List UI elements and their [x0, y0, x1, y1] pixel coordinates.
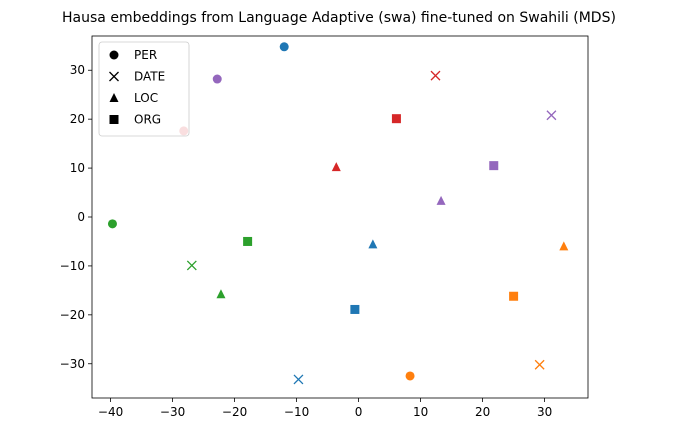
point-per-circle	[405, 371, 415, 381]
point-per-circle	[212, 74, 222, 84]
x-tick-label: −40	[98, 405, 123, 419]
legend-square-icon	[109, 115, 119, 124]
legend: PER DATE LOC ORG	[98, 41, 190, 137]
point-loc-triangle	[331, 162, 341, 172]
legend-label: PER	[134, 48, 157, 62]
y-tick-label: −20	[60, 308, 85, 322]
point-per-circle	[279, 42, 289, 52]
y-tick-label: 30	[70, 63, 85, 77]
data-points	[107, 42, 569, 385]
point-org-square	[489, 161, 499, 171]
point-date-x	[534, 359, 545, 370]
x-tick-label: −20	[222, 405, 247, 419]
point-per-circle	[107, 219, 117, 229]
y-tick-label: −30	[60, 357, 85, 371]
x-tick-label: 30	[537, 405, 552, 419]
x-tick-label: 0	[355, 405, 363, 419]
x-tick-label: 20	[475, 405, 490, 419]
point-loc-triangle	[436, 195, 446, 205]
y-tick-label: −10	[60, 259, 85, 273]
y-tick-label: 0	[77, 210, 85, 224]
legend-triangle-icon	[109, 93, 119, 102]
point-date-x	[186, 260, 197, 271]
y-tick-label: 20	[70, 112, 85, 126]
x-tick-label: −10	[284, 405, 309, 419]
point-date-x	[546, 110, 557, 121]
point-loc-triangle	[559, 241, 569, 251]
chart-title: Hausa embeddings from Language Adaptive …	[62, 10, 616, 26]
point-org-square	[509, 291, 519, 301]
point-date-x	[293, 374, 304, 385]
legend-x-icon	[109, 71, 119, 82]
x-tick-label: 10	[413, 405, 428, 419]
x-tick-label: −30	[160, 405, 185, 419]
legend-label: ORG	[134, 113, 161, 127]
legend-circle-icon	[109, 50, 119, 60]
point-loc-triangle	[216, 289, 226, 299]
point-org-square	[243, 236, 253, 246]
point-date-x	[430, 70, 441, 81]
legend-label: DATE	[134, 70, 165, 84]
point-org-square	[391, 114, 401, 124]
legend-box	[98, 41, 190, 137]
axes: −40 −30 −20 −10 0 10 20 30 −30 −20 −10 0 10 20 30	[60, 35, 589, 419]
y-tick-label: 10	[70, 161, 85, 175]
legend-label: LOC	[134, 91, 158, 105]
point-loc-triangle	[368, 239, 378, 249]
point-org-square	[350, 304, 360, 314]
